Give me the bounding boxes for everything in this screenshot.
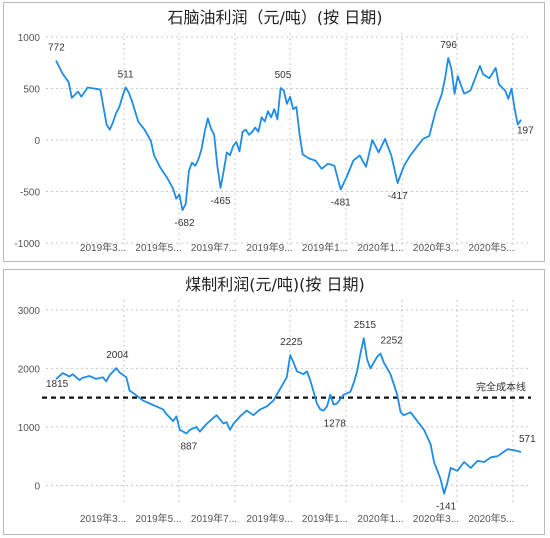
x-tick-label: 2019年9... bbox=[246, 241, 292, 254]
y-tick-label: 2000 bbox=[18, 364, 41, 375]
data-label: 197 bbox=[517, 126, 534, 137]
data-label: -682 bbox=[175, 218, 195, 229]
chart-title: 石脑油利润（元/吨）(按 日期) bbox=[168, 8, 383, 27]
x-tick-label: 2019年7... bbox=[191, 241, 237, 254]
x-tick-label: 2020年3... bbox=[413, 241, 459, 254]
coal-profit-chart: 煤制利润(元/吨)(按 日期) 3000 2000 1000 0 2019年3... 201… bbox=[18, 275, 536, 525]
naphtha-profit-chart: 石脑油利润（元/吨）(按 日期) 1000 500 0 -500 -1000 2019年3.… bbox=[14, 8, 534, 254]
y-tick-label: 500 bbox=[23, 85, 40, 96]
naphtha-profit-chart-panel: 石脑油利润（元/吨）(按 日期) 1000 500 0 -500 -1000 2019年3.… bbox=[3, 2, 545, 262]
data-label: 2225 bbox=[280, 337, 303, 348]
y-tick-label: 0 bbox=[34, 136, 40, 147]
coal-profit-chart-panel: 煤制利润(元/吨)(按 日期) 3000 2000 1000 0 2019年3... 201… bbox=[3, 269, 545, 535]
data-label: 887 bbox=[180, 442, 197, 453]
data-label: 1278 bbox=[324, 419, 347, 430]
data-label: 505 bbox=[275, 70, 292, 81]
x-tick-label: 2019年3... bbox=[80, 512, 126, 525]
data-label: 772 bbox=[48, 42, 65, 53]
data-label: 2515 bbox=[354, 320, 377, 331]
data-label: -481 bbox=[331, 198, 351, 209]
x-tick-label: 2020年3... bbox=[413, 512, 459, 525]
x-tick-label: 2019年7... bbox=[191, 512, 237, 525]
y-tick-label: -500 bbox=[20, 188, 40, 199]
y-tick-label: 3000 bbox=[18, 306, 41, 317]
y-tick-label: 1000 bbox=[18, 33, 41, 44]
data-label: 511 bbox=[118, 69, 134, 80]
data-label: -417 bbox=[388, 191, 408, 202]
x-tick-label: 2020年1... bbox=[357, 241, 403, 254]
data-label: 1815 bbox=[46, 379, 69, 390]
y-tick-label: 0 bbox=[34, 481, 40, 492]
data-label: 2004 bbox=[106, 350, 129, 361]
data-label: -141 bbox=[436, 502, 456, 513]
x-tick-label: 2020年1... bbox=[357, 512, 403, 525]
x-tick-label: 2019年5... bbox=[135, 512, 181, 525]
chart-title: 煤制利润(元/吨)(按 日期) bbox=[185, 275, 364, 294]
reference-line-label: 完全成本线 bbox=[476, 381, 526, 394]
data-label: -465 bbox=[210, 196, 230, 207]
x-tick-label: 2019年1... bbox=[302, 241, 348, 254]
y-tick-label: -1000 bbox=[14, 239, 40, 250]
data-label: 571 bbox=[519, 434, 536, 445]
x-tick-label: 2019年9... bbox=[246, 512, 292, 525]
x-tick-label: 2019年3... bbox=[80, 241, 126, 254]
x-tick-label: 2019年1... bbox=[302, 512, 348, 525]
data-label: 2252 bbox=[380, 336, 403, 347]
y-tick-label: 1000 bbox=[18, 423, 41, 434]
x-tick-label: 2019年5... bbox=[135, 241, 181, 254]
data-label: 796 bbox=[440, 40, 457, 51]
series-line bbox=[55, 337, 522, 495]
x-tick-label: 2020年5... bbox=[468, 241, 514, 254]
series-line bbox=[55, 57, 522, 212]
x-tick-label: 2020年5... bbox=[468, 512, 514, 525]
